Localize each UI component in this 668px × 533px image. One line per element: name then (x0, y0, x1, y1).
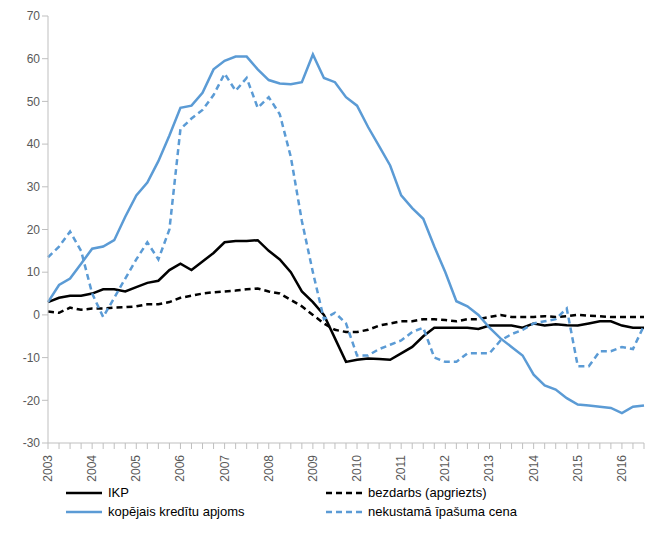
svg-text:2013: 2013 (482, 455, 496, 482)
svg-text:2005: 2005 (129, 455, 143, 482)
svg-text:20: 20 (27, 223, 41, 237)
svg-text:2006: 2006 (173, 455, 187, 482)
svg-text:2003: 2003 (41, 455, 55, 482)
svg-text:70: 70 (27, 9, 41, 23)
html-text:bezdarbs (apgriezts): bezdarbs (apgriezts) (368, 485, 487, 500)
svg-text:2009: 2009 (306, 455, 320, 482)
html-text:nekustamā īpašuma cena: nekustamā īpašuma cena (368, 504, 517, 519)
svg-text:2008: 2008 (262, 455, 276, 482)
svg-text:30: 30 (27, 180, 41, 194)
svg-text:2015: 2015 (571, 455, 585, 482)
svg-text:-20: -20 (23, 394, 41, 408)
svg-text:0: 0 (33, 308, 40, 322)
svg-text:2016: 2016 (615, 455, 629, 482)
svg-text:2004: 2004 (85, 455, 99, 482)
svg-text:2010: 2010 (350, 455, 364, 482)
svg-text:40: 40 (27, 137, 41, 151)
svg-text:-30: -30 (23, 436, 41, 450)
svg-text:2011: 2011 (394, 455, 408, 481)
svg-text:50: 50 (27, 95, 41, 109)
svg-text:2012: 2012 (438, 455, 452, 482)
svg-text:2007: 2007 (218, 455, 232, 482)
svg-text:2014: 2014 (527, 455, 541, 482)
svg-text:60: 60 (27, 52, 41, 66)
svg-text:10: 10 (27, 265, 41, 279)
html-text:kopējais kredītu apjoms: kopējais kredītu apjoms (108, 504, 245, 519)
html-text:IKP: IKP (108, 485, 129, 500)
svg-text:-10: -10 (23, 351, 41, 365)
